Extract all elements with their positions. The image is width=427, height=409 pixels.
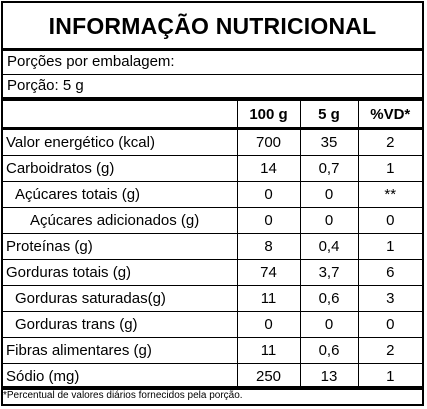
footer-divider [3,386,422,389]
table-row: Proteínas (g) 8 0,4 1 [3,233,422,260]
row-label: Fibras alimentares (g) [3,337,238,364]
row-value-100g: 11 [236,285,301,312]
table-row: Gorduras totais (g) 74 3,7 6 [3,259,422,286]
header-divider [3,97,422,101]
row-label: Sódio (mg) [3,363,238,390]
header-label [3,101,238,129]
row-value-daily: 3 [357,285,422,312]
table-row: Valor energético (kcal) 700 35 2 [3,127,422,156]
row-label: Gorduras totais (g) [3,259,238,286]
row-label: Valor energético (kcal) [3,127,238,156]
row-value-daily: 1 [357,233,422,260]
row-value-daily: 1 [357,155,422,182]
row-value-daily: ** [357,181,422,208]
row-value-serving: 0 [299,181,359,208]
row-value-daily: 0 [357,207,422,234]
row-value-serving: 0,6 [299,285,359,312]
header-daily-value: %VD* [357,101,422,129]
row-value-100g: 14 [236,155,301,182]
row-value-serving: 0 [299,311,359,338]
row-label: Açúcares adicionados (g) [3,207,238,234]
row-label: Proteínas (g) [3,233,238,260]
row-value-serving: 35 [299,127,359,156]
row-label: Açúcares totais (g) [3,181,238,208]
row-value-serving: 0,6 [299,337,359,364]
row-label: Carboidratos (g) [3,155,238,182]
table-row: Sódio (mg) 250 13 1 [3,363,422,390]
table-row: Carboidratos (g) 14 0,7 1 [3,155,422,182]
row-value-daily: 2 [357,127,422,156]
panel-title: INFORMAÇÃO NUTRICIONAL [48,13,377,39]
row-value-daily: 6 [357,259,422,286]
table-row: Gorduras trans (g) 0 0 0 [3,311,422,338]
row-value-100g: 700 [236,127,301,156]
table-row: Açúcares adicionados (g) 0 0 0 [3,207,422,234]
row-value-daily: 2 [357,337,422,364]
table-header-row: 100 g 5 g %VD* [3,101,422,129]
header-100g: 100 g [236,101,301,129]
row-value-serving: 3,7 [299,259,359,286]
row-label: Gorduras saturadas(g) [3,285,238,312]
row-value-daily: 1 [357,363,422,390]
table-row: Fibras alimentares (g) 11 0,6 2 [3,337,422,364]
footnote: *Percentual de valores diários fornecido… [3,390,243,401]
row-label: Gorduras trans (g) [3,311,238,338]
title-divider [3,48,422,51]
row-value-100g: 8 [236,233,301,260]
row-value-100g: 0 [236,181,301,208]
serving-size: Porção: 5 g [7,77,84,94]
row-value-100g: 11 [236,337,301,364]
serving-divider [3,74,422,75]
table-row: Açúcares totais (g) 0 0 ** [3,181,422,208]
row-value-serving: 0,4 [299,233,359,260]
row-value-serving: 0,7 [299,155,359,182]
table-row: Gorduras saturadas(g) 11 0,6 3 [3,285,422,312]
header-serving: 5 g [299,101,359,129]
row-value-serving: 0 [299,207,359,234]
row-value-100g: 0 [236,207,301,234]
row-value-100g: 0 [236,311,301,338]
servings-per-package: Porções por embalagem: [7,53,175,70]
row-value-serving: 13 [299,363,359,390]
nutrition-table: 100 g 5 g %VD* Valor energético (kcal) 7… [3,101,422,390]
row-value-daily: 0 [357,311,422,338]
row-value-100g: 74 [236,259,301,286]
row-value-100g: 250 [236,363,301,390]
